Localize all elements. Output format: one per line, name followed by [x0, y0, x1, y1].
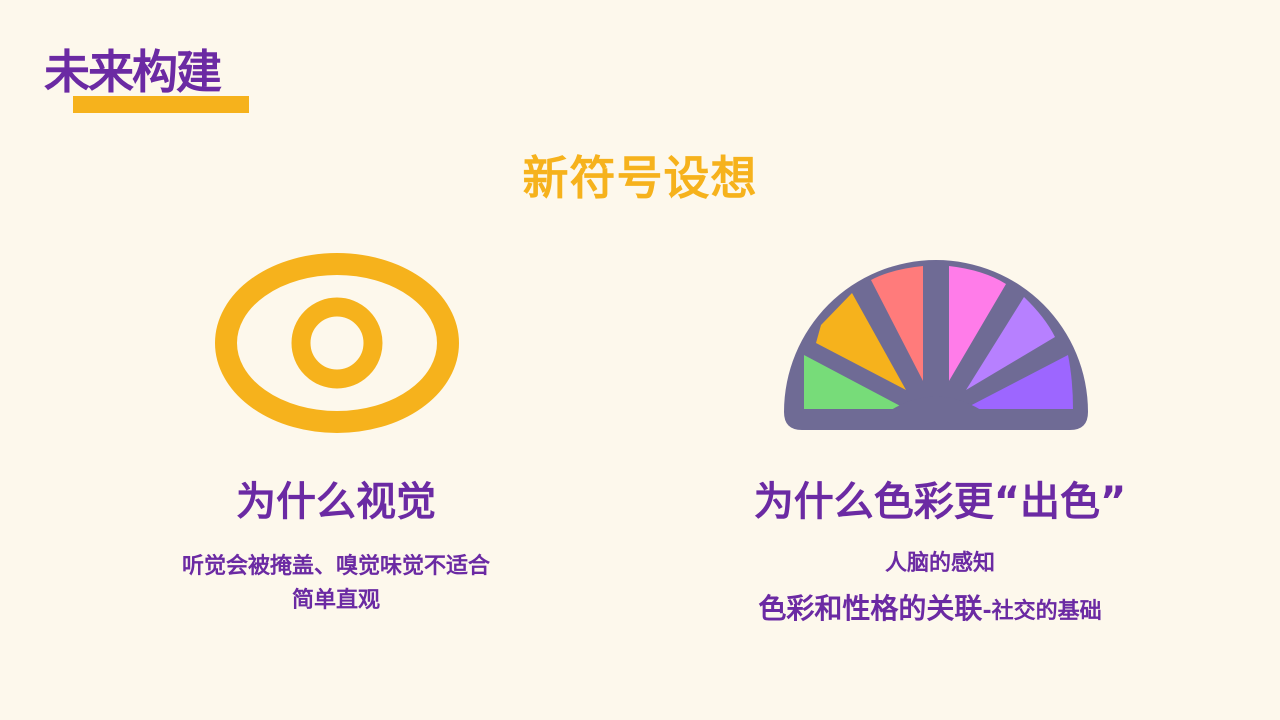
eye-outline — [215, 253, 459, 433]
right-heading: 为什么色彩更“出色” — [753, 479, 1127, 525]
spectrum-segment-orange — [816, 293, 906, 390]
section-title: 新符号设想 — [522, 151, 758, 205]
spectrum-segment-green — [804, 355, 906, 409]
spectrum-center — [891, 396, 981, 410]
spectrum-segment-pink — [949, 266, 1006, 381]
left-line-2: 简单直观 — [291, 588, 380, 613]
spectrum-segment-violet — [964, 355, 1073, 409]
left-heading: 为什么视觉 — [236, 479, 436, 525]
spectrum-segment-lilac — [966, 297, 1055, 390]
right-line-2-main: 色彩和性格的关联 — [758, 592, 983, 625]
right-line-2-suffix: -社交的基础 — [982, 599, 1102, 624]
eye-iris — [291, 297, 383, 389]
right-line-2: 色彩和性格的关联-社交的基础 — [690, 590, 1170, 631]
spectrum-segment-red — [871, 266, 923, 381]
right-line-1: 人脑的感知 — [884, 551, 995, 576]
left-line-1: 听觉会被掩盖、嗅觉味觉不适合 — [181, 554, 490, 579]
brand-title: 未来构建 — [44, 45, 222, 99]
eye-icon — [215, 253, 459, 433]
brand-underline — [73, 96, 249, 113]
color-spectrum-icon — [784, 260, 1088, 430]
